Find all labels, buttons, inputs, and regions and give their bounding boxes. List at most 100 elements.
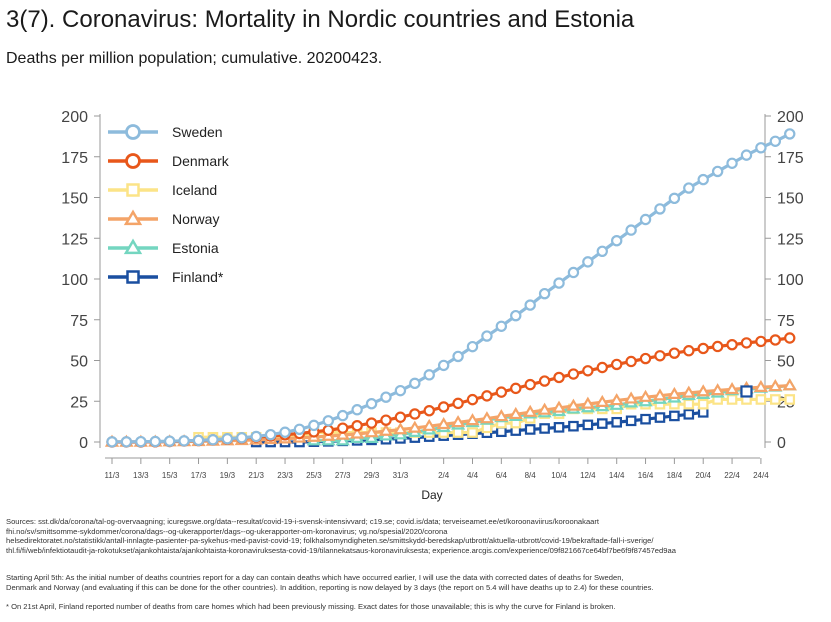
data-point: [106, 436, 118, 448]
data-point: [494, 409, 509, 422]
data-point: [582, 365, 594, 377]
data-point: [711, 165, 724, 178]
legend-label: Sweden: [172, 124, 223, 140]
data-point: [351, 420, 363, 432]
method-line: Denmark and Norway (and evaluating if th…: [6, 582, 654, 592]
data-point: [683, 408, 695, 420]
data-point: [625, 355, 637, 368]
data-point: [755, 142, 767, 154]
data-point: [753, 379, 769, 392]
data-point: [380, 414, 392, 426]
x-tick-label: 4/4: [467, 471, 479, 480]
data-point: [538, 287, 551, 300]
y-tick-label-right: 50: [777, 354, 795, 371]
data-point: [365, 397, 378, 410]
data-point: [582, 256, 594, 268]
data-point: [640, 413, 651, 425]
data-point: [667, 386, 682, 399]
data-point: [567, 266, 580, 279]
page-title: 3(7). Coronavirus: Mortality in Nordic c…: [6, 6, 635, 33]
data-point: [452, 350, 464, 363]
data-point: [481, 422, 493, 434]
data-point: [611, 234, 623, 247]
y-tick-label-left: 175: [61, 150, 88, 167]
data-point: [409, 377, 421, 390]
data-point: [422, 418, 437, 431]
data-point: [308, 419, 320, 432]
data-point: [697, 398, 709, 410]
data-point: [724, 381, 740, 395]
data-point: [654, 350, 666, 362]
data-point: [782, 378, 797, 391]
data-point-finland-extra: [740, 385, 753, 398]
data-point: [638, 389, 653, 402]
data-point: [467, 427, 478, 438]
x-tick-label: 24/4: [753, 471, 769, 480]
y-tick-label-right: 0: [777, 435, 786, 452]
data-point: [351, 404, 363, 416]
y-tick-label-left: 125: [61, 231, 88, 248]
data-point: [768, 379, 783, 392]
data-point: [625, 415, 637, 427]
data-point: [394, 411, 407, 423]
legend-marker: [125, 153, 141, 169]
data-point: [337, 409, 349, 422]
data-point: [508, 406, 523, 420]
y-tick-label-right: 200: [777, 109, 804, 126]
y-tick-label-right: 100: [777, 272, 804, 289]
x-tick-label: 20/4: [695, 471, 711, 480]
data-point: [537, 402, 552, 415]
data-point: [566, 398, 581, 411]
y-tick-label-right: 75: [777, 313, 795, 330]
data-point: [496, 426, 507, 438]
data-point: [611, 416, 622, 428]
y-tick-label-left: 0: [79, 435, 88, 452]
data-point: [407, 420, 422, 433]
data-point: [207, 434, 219, 446]
data-point: [495, 320, 508, 332]
data-point: [623, 391, 639, 404]
legend-marker: [126, 183, 140, 197]
x-tick-label: 23/3: [277, 471, 293, 480]
finland-footnote: * On 21st April, Finland reported number…: [6, 602, 826, 612]
data-point: [596, 418, 608, 429]
data-point: [538, 375, 551, 387]
data-point: [524, 378, 536, 391]
y-tick-label-left: 25: [70, 394, 88, 411]
data-point: [639, 213, 652, 226]
data-point: [380, 391, 392, 403]
data-point: [322, 424, 334, 436]
x-tick-label: 13/3: [133, 471, 149, 480]
x-tick-label: 12/4: [580, 471, 596, 480]
x-tick-label: 6/4: [496, 471, 508, 480]
data-point: [625, 224, 637, 236]
data-point: [495, 386, 508, 398]
data-point: [553, 422, 565, 433]
x-tick-label: 25/3: [306, 471, 322, 480]
x-tick-label: 14/4: [609, 471, 625, 480]
sources-line: thl.fi/fi/web/infektiotaudit-ja-rokotuks…: [6, 545, 676, 555]
data-point: [510, 382, 522, 395]
x-tick-label: 18/4: [667, 471, 683, 480]
data-point: [293, 423, 306, 435]
data-point: [510, 309, 522, 322]
legend-marker: [123, 209, 143, 226]
data-point: [178, 435, 190, 447]
x-axis-label: Day: [421, 488, 442, 502]
data-point: [523, 404, 538, 417]
sources-line: Sources: sst.dk/da/corona/tal-og-overvaa…: [6, 517, 600, 526]
data-point: [250, 430, 262, 443]
legend-label: Denmark: [172, 153, 230, 169]
data-point: [580, 396, 595, 409]
y-tick-label-left: 50: [70, 354, 88, 371]
legend-label: Finland*: [172, 269, 224, 285]
sources-line: helsedirektoratet.no/statistikk/antall-i…: [6, 536, 654, 545]
data-point: [378, 423, 394, 436]
y-tick-label-left: 150: [61, 191, 88, 208]
legend-marker: [125, 124, 141, 140]
data-point: [697, 342, 709, 355]
data-point: [365, 417, 378, 429]
data-point: [784, 394, 796, 405]
x-tick-label: 27/3: [335, 471, 351, 480]
data-point: [553, 371, 565, 384]
